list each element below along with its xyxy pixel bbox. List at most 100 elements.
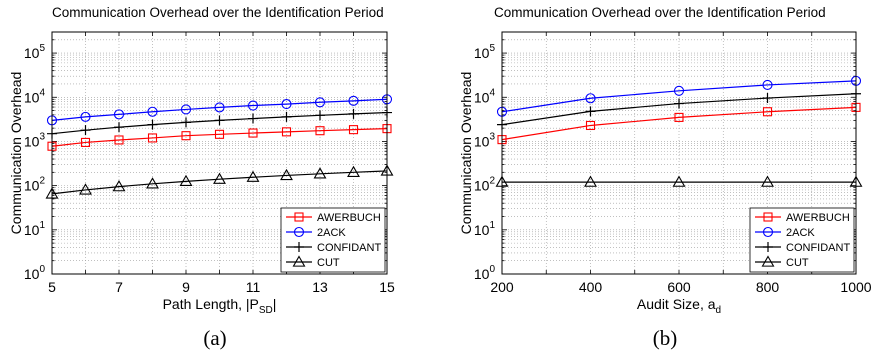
legend-box	[749, 207, 855, 273]
data-point-cut	[179, 174, 193, 187]
data-point-awerbuch	[348, 125, 359, 135]
chart-panel-b: 200 400 600 800 1000100101102103104105Commun…	[458, 5, 872, 316]
x-tick-label: 400	[579, 279, 603, 295]
legend-marker-confidant	[763, 242, 773, 252]
plot-frame	[51, 31, 388, 275]
y-tick-label: 105	[24, 43, 46, 61]
legend-box	[280, 207, 386, 273]
data-point-awerbuch	[114, 135, 124, 145]
caption-b: (b)	[652, 326, 678, 350]
x-tick-label: 13	[312, 279, 328, 295]
y-tick-label: 100	[474, 264, 496, 282]
data-point-2ack	[80, 111, 91, 122]
data-point-cut	[246, 170, 260, 182]
data-point-2ack	[673, 85, 685, 96]
legend-marker-awerbuch	[763, 212, 773, 222]
x-tick-label: 11	[246, 279, 261, 295]
data-point-confidant	[585, 106, 596, 117]
data-point-cut	[280, 168, 293, 181]
y-tick-label: 102	[474, 176, 496, 194]
series-line-2ack	[501, 80, 857, 113]
x-tick-label: 200	[490, 279, 514, 295]
data-point-confidant	[147, 119, 158, 130]
y-tick-label: 104	[474, 87, 496, 105]
data-point-confidant	[248, 113, 258, 124]
series-line-awerbuch	[51, 128, 388, 147]
data-point-confidant	[181, 117, 191, 128]
data-point-awerbuch	[585, 120, 596, 131]
data-point-2ack	[214, 102, 225, 113]
x-axis-label: Audit Size, ad	[637, 296, 721, 316]
data-point-awerbuch	[762, 107, 773, 117]
legend-marker-awerbuch	[294, 212, 304, 222]
data-point-cut	[313, 167, 327, 179]
legend-marker-cut	[761, 255, 775, 267]
data-point-confidant	[281, 111, 292, 122]
legend-label-cut: CUT	[317, 257, 340, 269]
x-tick-label: 800	[756, 279, 780, 295]
data-point-confidant	[762, 93, 773, 104]
y-tick-label: 104	[24, 87, 46, 105]
y-axis-label: Communication Overhead	[8, 72, 24, 235]
y-tick-label: 101	[474, 220, 496, 238]
legend: AWERBUCH 2ACK CONFIDANT CUT	[280, 207, 386, 273]
data-point-2ack	[348, 95, 359, 106]
y-axis-label: Communication Overhead	[458, 72, 474, 235]
data-point-confidant	[80, 125, 91, 136]
legend-label-confidant: CONFIDANT	[317, 242, 381, 254]
data-point-confidant	[214, 115, 225, 126]
x-tick-label: 7	[115, 279, 123, 295]
chart-title: Communication Overhead over the Identifi…	[52, 5, 384, 20]
legend-marker-cut	[292, 255, 306, 267]
data-point-confidant	[315, 110, 325, 121]
data-point-cut	[79, 183, 92, 195]
data-point-2ack	[585, 93, 596, 104]
x-tick-label: 1000	[840, 279, 871, 295]
data-point-confidant	[348, 108, 359, 119]
y-tick-label: 100	[24, 264, 46, 282]
x-tick-label: 5	[48, 279, 56, 295]
data-point-cut	[584, 175, 597, 187]
legend-label-cut: CUT	[786, 257, 809, 269]
data-point-2ack	[113, 109, 125, 120]
data-point-cut	[672, 175, 686, 187]
data-point-2ack	[281, 99, 292, 110]
data-point-cut	[761, 175, 774, 187]
data-point-2ack	[180, 104, 192, 115]
y-tick-label: 103	[474, 131, 496, 149]
data-point-awerbuch	[147, 133, 158, 143]
data-point-2ack	[247, 100, 259, 111]
y-tick-label: 102	[24, 176, 46, 194]
data-point-confidant	[114, 122, 124, 133]
data-point-awerbuch	[80, 137, 91, 147]
data-point-cut	[112, 180, 126, 192]
y-tick-label: 105	[474, 43, 496, 61]
data-point-awerbuch	[248, 128, 258, 138]
legend-label-confidant: CONFIDANT	[786, 242, 850, 254]
legend-label-2ack: 2ACK	[317, 227, 346, 239]
legend-label-awerbuch: AWERBUCH	[786, 212, 850, 224]
legend-marker-2ack	[762, 226, 774, 238]
data-point-awerbuch	[181, 131, 191, 141]
y-tick-label: 103	[24, 131, 46, 149]
data-point-2ack	[762, 79, 773, 90]
series-line-2ack	[51, 98, 388, 121]
plot-frame	[501, 31, 857, 275]
chart-title: Communication Overhead over the Identifi…	[494, 5, 826, 20]
y-tick-label: 101	[24, 220, 46, 238]
legend-label-2ack: 2ACK	[786, 227, 815, 239]
data-point-confidant	[674, 98, 684, 109]
legend-label-awerbuch: AWERBUCH	[317, 212, 381, 224]
data-point-cut	[347, 165, 360, 178]
data-point-awerbuch	[315, 126, 325, 136]
data-point-cut	[213, 172, 226, 184]
legend-marker-2ack	[293, 226, 305, 238]
data-point-cut	[146, 177, 159, 189]
data-point-2ack	[147, 106, 158, 117]
legend-marker-confidant	[294, 242, 304, 252]
x-tick-label: 15	[379, 279, 395, 295]
data-point-awerbuch	[281, 127, 292, 137]
legend: AWERBUCH 2ACK CONFIDANT CUT	[749, 207, 855, 273]
series-line-cut	[51, 170, 388, 195]
